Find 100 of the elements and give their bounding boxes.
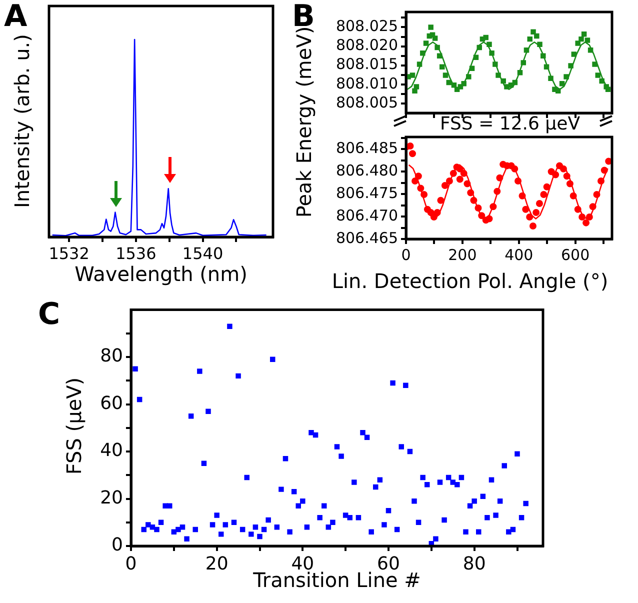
point bbox=[524, 47, 530, 53]
point bbox=[593, 191, 600, 198]
point bbox=[486, 42, 492, 48]
point bbox=[597, 178, 604, 185]
point bbox=[544, 64, 550, 70]
point bbox=[474, 204, 482, 212]
point bbox=[476, 44, 482, 50]
point bbox=[446, 80, 452, 86]
point bbox=[478, 212, 486, 220]
point bbox=[489, 50, 494, 56]
point bbox=[552, 171, 560, 178]
y-tick-label: 808.010 bbox=[336, 74, 398, 92]
point bbox=[566, 180, 574, 188]
point bbox=[530, 29, 536, 34]
x-tick-label: 600 bbox=[560, 246, 590, 264]
point bbox=[586, 213, 593, 220]
y-axis-title: FSS (µeV) bbox=[62, 377, 86, 475]
point bbox=[526, 213, 534, 220]
point bbox=[446, 178, 453, 185]
x-axis-title: Wavelength (nm) bbox=[74, 262, 248, 286]
point bbox=[537, 42, 542, 48]
point bbox=[436, 53, 442, 58]
point bbox=[469, 66, 475, 72]
point bbox=[600, 166, 608, 174]
point bbox=[451, 82, 457, 88]
point bbox=[560, 165, 567, 172]
point bbox=[450, 170, 457, 177]
x-axis-title: Lin. Detection Pol. Angle (°) bbox=[332, 269, 608, 293]
point bbox=[456, 165, 464, 172]
point bbox=[532, 208, 540, 216]
point bbox=[578, 36, 584, 42]
y-tick-label: 20 bbox=[100, 487, 123, 508]
point bbox=[466, 74, 472, 80]
point bbox=[496, 174, 504, 182]
chart-title: C bbox=[38, 297, 60, 332]
x-tick-label: 1540 bbox=[182, 244, 224, 263]
point bbox=[534, 33, 540, 39]
point bbox=[582, 219, 590, 226]
x-tick-label: 200 bbox=[448, 246, 477, 264]
x-tick-label: 0 bbox=[125, 553, 137, 574]
text: FSS = 12.6 µeV bbox=[440, 114, 580, 134]
point bbox=[511, 165, 518, 172]
point bbox=[496, 72, 501, 78]
point bbox=[461, 81, 466, 86]
y-tick-label: 806.480 bbox=[336, 161, 398, 180]
point bbox=[434, 208, 441, 216]
point bbox=[460, 170, 468, 177]
point bbox=[417, 184, 424, 192]
y-tick-label: 808.015 bbox=[336, 55, 398, 74]
point bbox=[517, 70, 523, 76]
point bbox=[605, 86, 611, 92]
x-tick-label: 80 bbox=[462, 553, 486, 574]
chart-title: A bbox=[4, 0, 28, 34]
x-tick-label: 1536 bbox=[116, 244, 156, 263]
point bbox=[437, 196, 444, 204]
y-tick-label: 0 bbox=[112, 534, 123, 556]
y-tick-label: 806.465 bbox=[336, 228, 398, 247]
point bbox=[589, 203, 596, 210]
point bbox=[494, 188, 501, 195]
point bbox=[564, 74, 569, 80]
point bbox=[440, 64, 445, 70]
point bbox=[464, 180, 471, 188]
y-tick-label: 808.005 bbox=[336, 93, 398, 112]
point bbox=[410, 72, 416, 78]
point bbox=[588, 47, 594, 53]
point bbox=[592, 62, 598, 67]
y-axis-title: Intensity (arb. u.) bbox=[10, 34, 34, 208]
point bbox=[473, 54, 479, 60]
y-tick-label: 40 bbox=[100, 440, 123, 462]
point bbox=[500, 78, 506, 84]
point bbox=[470, 196, 478, 204]
point bbox=[408, 150, 416, 158]
point bbox=[486, 215, 493, 222]
point bbox=[559, 81, 565, 86]
point bbox=[432, 36, 438, 41]
y-tick-label: 806.470 bbox=[336, 206, 398, 224]
point bbox=[412, 178, 419, 185]
point bbox=[456, 176, 464, 183]
point bbox=[414, 172, 422, 180]
point bbox=[571, 52, 577, 57]
point bbox=[518, 192, 526, 200]
y-tick-label: 808.025 bbox=[336, 17, 398, 36]
point bbox=[520, 60, 526, 66]
point bbox=[595, 72, 601, 78]
point bbox=[428, 24, 434, 30]
point bbox=[540, 191, 548, 198]
y-tick-label: 806.485 bbox=[336, 139, 398, 158]
point bbox=[555, 88, 561, 94]
point bbox=[536, 200, 543, 207]
point bbox=[514, 178, 522, 185]
point bbox=[414, 84, 420, 90]
point bbox=[423, 40, 429, 46]
point bbox=[430, 213, 438, 220]
point bbox=[563, 172, 570, 180]
x-tick-label: 0 bbox=[401, 246, 411, 264]
point bbox=[581, 31, 587, 37]
point bbox=[508, 82, 514, 88]
x-tick-label: 400 bbox=[504, 246, 534, 264]
point bbox=[406, 142, 414, 150]
point bbox=[483, 34, 488, 40]
